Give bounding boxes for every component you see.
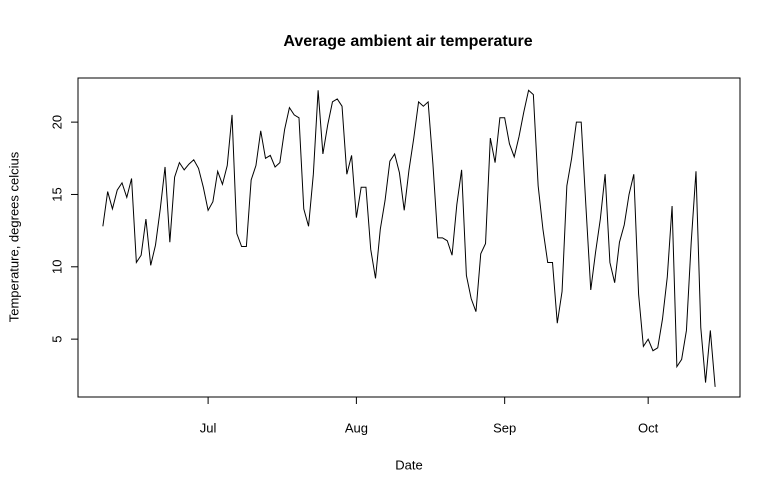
x-tick-label: Sep [493,420,516,435]
y-axis-label: Temperature, degrees celcius [6,151,21,322]
x-tick-label: Oct [638,420,659,435]
y-tick-label: 15 [49,187,64,201]
y-tick-label: 20 [49,115,64,129]
y-tick-label: 5 [49,336,64,343]
chart-title: Average ambient air temperature [283,33,532,50]
y-tick-label: 10 [49,260,64,274]
data-line [102,89,716,387]
plot-frame [77,77,741,398]
x-axis-label: Date [395,457,422,472]
x-tick-label: Jul [200,420,217,435]
x-tick-label: Aug [345,420,368,435]
